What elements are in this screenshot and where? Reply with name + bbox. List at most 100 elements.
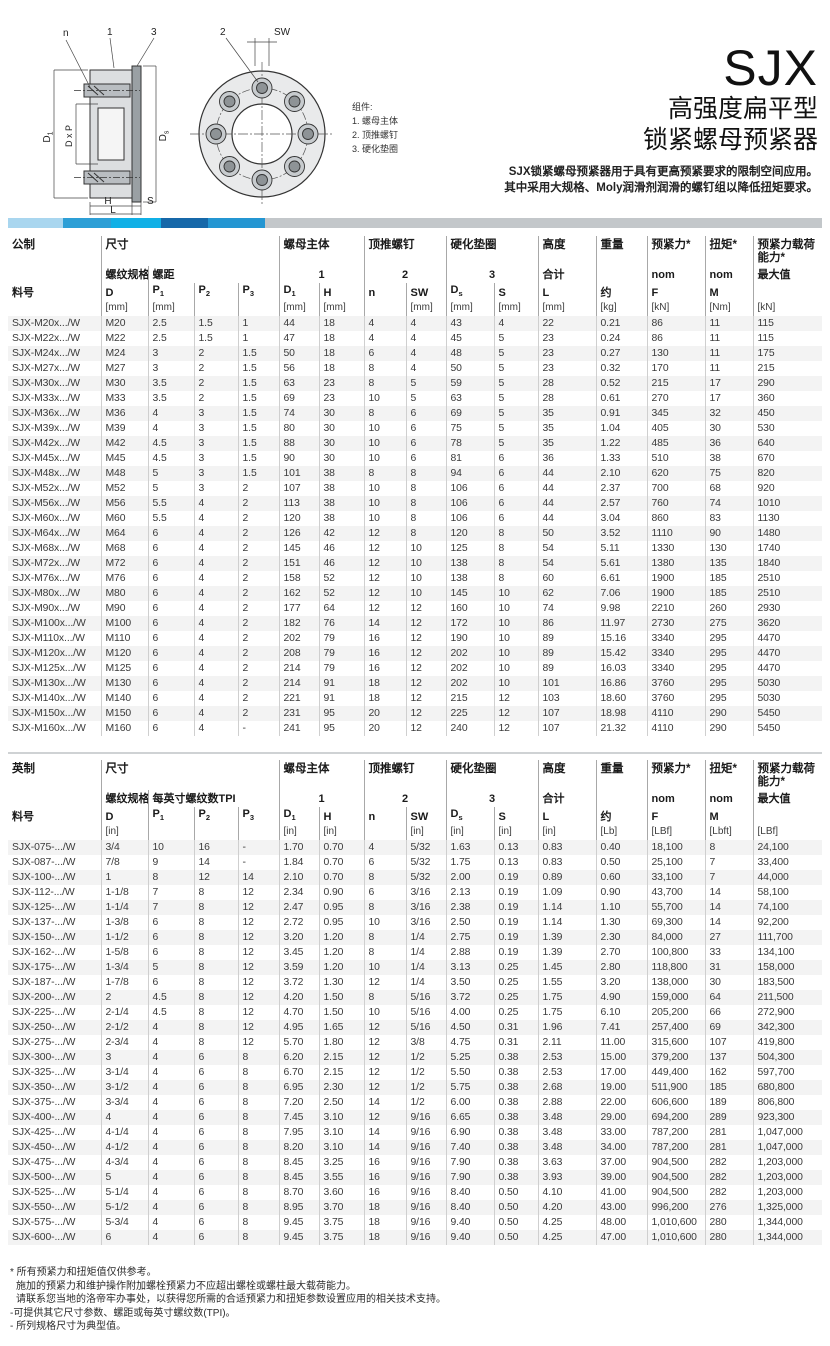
table-cell: 3-3/4 bbox=[100, 1095, 148, 1111]
table-cell: 18 bbox=[318, 346, 364, 362]
table-cell: 107 bbox=[704, 1035, 753, 1051]
table-cell: 211,500 bbox=[752, 990, 822, 1006]
table-cell: 0.38 bbox=[493, 1170, 538, 1186]
table-cell: 9/16 bbox=[405, 1215, 446, 1231]
table-cell: - bbox=[237, 855, 279, 871]
part-number-cell: SJX-M20x.../W bbox=[12, 318, 80, 330]
table-cell: 0.19 bbox=[493, 915, 538, 931]
table-cell: 12 bbox=[193, 870, 238, 886]
table-cell: 4.10 bbox=[537, 1185, 596, 1201]
table-cell: 6 bbox=[193, 1170, 238, 1186]
table-cell: 3.55 bbox=[318, 1170, 364, 1186]
table-cell: M110 bbox=[100, 631, 148, 647]
table-cell: 379,200 bbox=[646, 1050, 705, 1066]
table-cell: 510 bbox=[646, 451, 705, 467]
part-number-cell: SJX-125-.../W bbox=[12, 902, 76, 914]
unit-cell: [mm] bbox=[405, 301, 446, 317]
table-cell: 5/16 bbox=[405, 1005, 446, 1021]
table-cell: 3 bbox=[193, 421, 238, 437]
table-cell: 6 bbox=[405, 421, 446, 437]
table-cell: 12 bbox=[405, 676, 446, 692]
part-number-cell: SJX-200-.../W bbox=[12, 992, 76, 1004]
table-cell: 0.83 bbox=[537, 855, 596, 871]
table-cell: 4 bbox=[147, 1200, 194, 1216]
table-cell: 8 bbox=[237, 1140, 279, 1156]
unit-cell: [in] bbox=[278, 825, 319, 841]
table-cell: 4 bbox=[193, 541, 238, 557]
table-cell: 9/16 bbox=[405, 1140, 446, 1156]
table-cell: 215 bbox=[445, 691, 494, 707]
table-cell: M20 bbox=[100, 316, 148, 332]
table-cell: 1840 bbox=[752, 556, 822, 572]
table-cell: 8 bbox=[363, 870, 406, 886]
table-cell: 4 bbox=[147, 1170, 194, 1186]
table-cell: 14 bbox=[704, 900, 753, 916]
table-cell: 90 bbox=[278, 451, 319, 467]
table-cell: 95 bbox=[318, 706, 364, 722]
table-row: SJX-M27x.../W M27 3 2 1.5 56 18 8 4 50 5 23 0.32 170 1… bbox=[8, 361, 822, 377]
table-cell: 6 bbox=[193, 1230, 238, 1246]
table-cell: 6 bbox=[363, 885, 406, 901]
description-line1: SJX锁紧螺母预紧器用于具有更高预紧要求的限制空间应用。 bbox=[508, 166, 818, 178]
table-cell: 9/16 bbox=[405, 1200, 446, 1216]
unit-cell: [LBf] bbox=[646, 825, 705, 841]
table-cell: 4.5 bbox=[147, 1005, 194, 1021]
table-cell: 680,800 bbox=[752, 1080, 822, 1096]
table-cell: 8.20 bbox=[278, 1140, 319, 1156]
table-cell: 8 bbox=[193, 975, 238, 991]
table-cell: 5450 bbox=[752, 721, 822, 737]
part-number-cell: SJX-M140x.../W bbox=[12, 693, 86, 705]
table-cell: 4 bbox=[363, 840, 406, 856]
part-number-cell: SJX-M48x.../W bbox=[12, 468, 80, 480]
table-cell: 2.5 bbox=[147, 316, 194, 332]
table-cell: 1900 bbox=[646, 571, 705, 587]
table-cell: 904,500 bbox=[646, 1155, 705, 1171]
table-cell: 8 bbox=[493, 541, 538, 557]
table-row: SJX-375-.../W 3-3/4 4 6 8 7.20 2.50 14 1/2 6.00 0.… bbox=[8, 1095, 822, 1111]
subtitle-line2: 锁紧螺母预紧器 bbox=[642, 126, 818, 154]
table-cell: - bbox=[237, 840, 279, 856]
header-cell: Ds bbox=[445, 807, 494, 826]
table-cell: 8 bbox=[193, 945, 238, 961]
table-cell: 1.96 bbox=[537, 1020, 596, 1036]
table-cell: 2.15 bbox=[318, 1050, 364, 1066]
header-cell: 螺母主体 bbox=[278, 760, 364, 790]
table-cell: 12 bbox=[405, 631, 446, 647]
table-cell: 214 bbox=[278, 661, 319, 677]
table-cell: 3 bbox=[193, 406, 238, 422]
table-cell: M72 bbox=[100, 556, 148, 572]
table-cell: 8 bbox=[363, 990, 406, 1006]
header-cell: 尺寸 bbox=[100, 236, 279, 266]
header-cell: nom bbox=[646, 266, 705, 283]
table-cell: 0.19 bbox=[493, 885, 538, 901]
table-cell: 2 bbox=[237, 481, 279, 497]
table-cell: 10 bbox=[493, 601, 538, 617]
table-cell: 5 bbox=[493, 436, 538, 452]
table-cell: 2 bbox=[237, 571, 279, 587]
table-cell: 2.30 bbox=[595, 930, 647, 946]
table-cell: 8 bbox=[363, 945, 406, 961]
table-cell: 12 bbox=[237, 945, 279, 961]
table-cell: 12 bbox=[237, 990, 279, 1006]
table-row: SJX-187-.../W 1-7/8 6 8 12 3.72 1.30 12 1/4 3.50 0… bbox=[8, 975, 822, 991]
table-cell: 1.20 bbox=[318, 945, 364, 961]
table-cell: 79 bbox=[318, 646, 364, 662]
table-cell: 15.42 bbox=[595, 646, 647, 662]
table-cell: 39.00 bbox=[595, 1170, 647, 1186]
table-cell: 450 bbox=[752, 406, 822, 422]
table-cell: 1,203,000 bbox=[752, 1155, 822, 1171]
front-view-dimensions bbox=[225, 37, 277, 83]
table-cell: 0.70 bbox=[318, 840, 364, 856]
table-cell: 10 bbox=[363, 451, 406, 467]
table-cell: 86 bbox=[646, 331, 705, 347]
table-cell: 0.21 bbox=[595, 316, 647, 332]
header-cell: 高度 bbox=[537, 236, 596, 266]
part-number-cell: SJX-M72x.../W bbox=[12, 558, 80, 570]
table-cell: 50 bbox=[278, 346, 319, 362]
table-cell: 10 bbox=[405, 556, 446, 572]
table-cell: M27 bbox=[100, 361, 148, 377]
unit-cell: [Nm] bbox=[704, 301, 753, 317]
table-cell: 3.10 bbox=[318, 1140, 364, 1156]
front-view-jackbolts bbox=[205, 77, 319, 191]
table-cell: 18 bbox=[363, 691, 406, 707]
